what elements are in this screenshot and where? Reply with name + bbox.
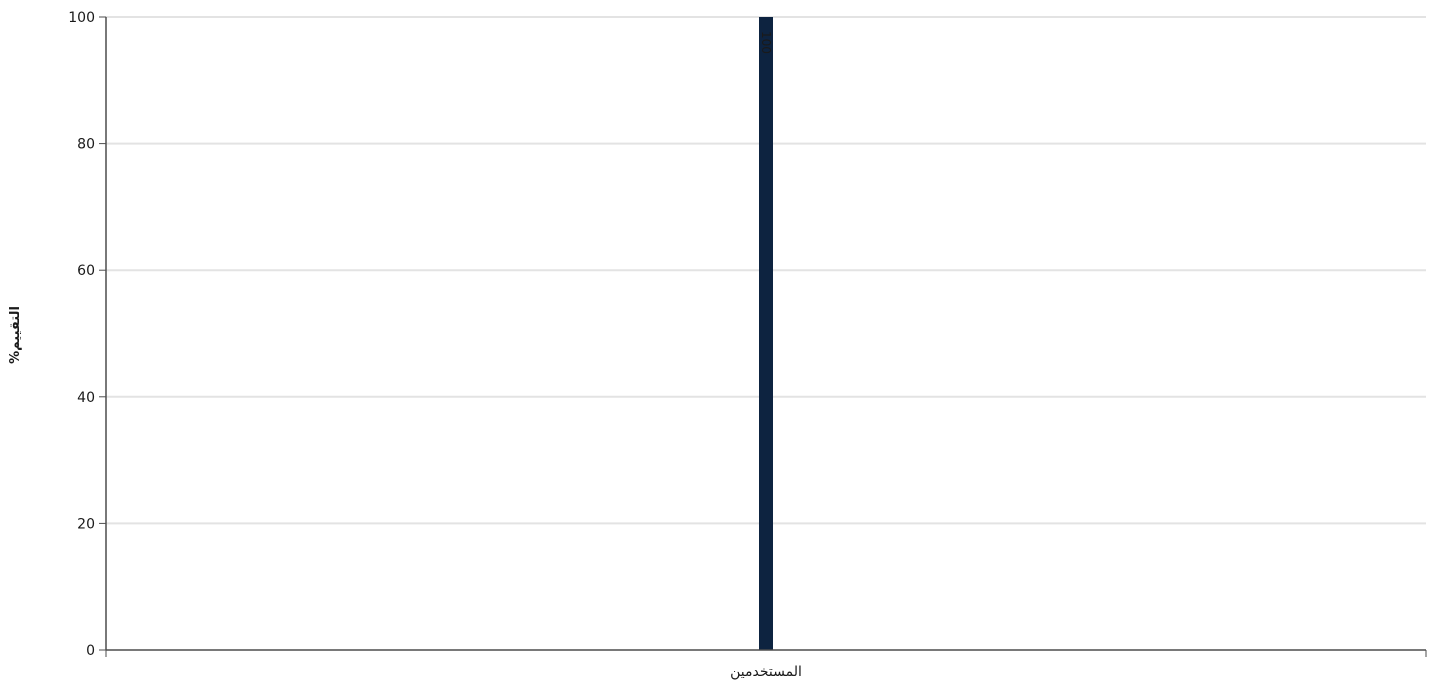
- bars: 100: [759, 17, 773, 650]
- axes: 0 20 40 60 80 100 المستخدمين: [68, 10, 1427, 680]
- y-tick-label: 20: [77, 516, 95, 532]
- x-tick-label: المستخدمين: [730, 664, 802, 680]
- y-tick-label: 60: [77, 263, 95, 279]
- y-tick-label: 100: [68, 10, 95, 26]
- bar: [759, 17, 773, 650]
- y-axis-title: %التقييم: [8, 306, 23, 364]
- y-tick-label: 80: [77, 137, 95, 153]
- y-tick-label: 40: [77, 390, 95, 406]
- y-tick-label: 0: [86, 643, 95, 659]
- bar-data-label: 100: [759, 31, 773, 54]
